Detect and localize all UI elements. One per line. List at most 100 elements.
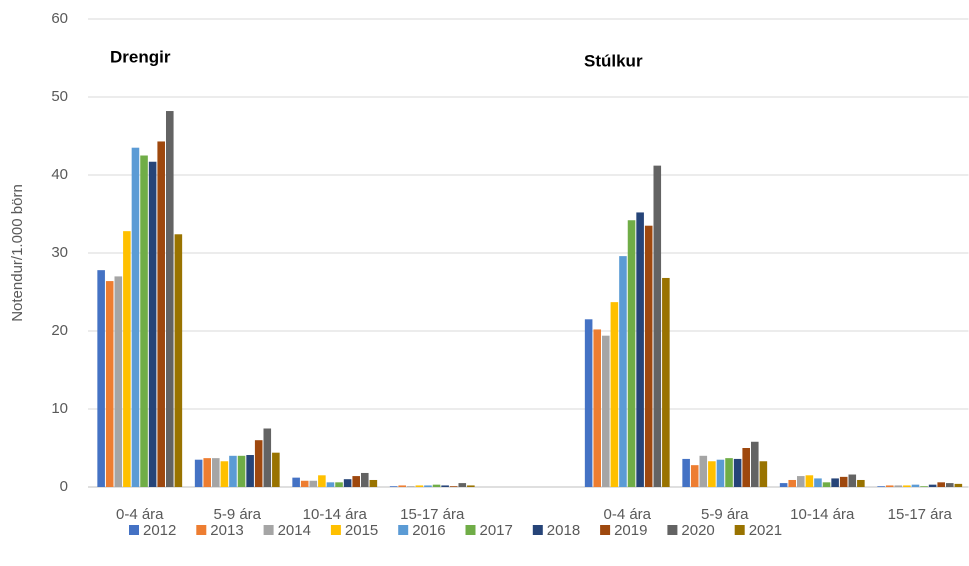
legend-label: 2021 — [749, 522, 782, 539]
bar — [272, 452, 280, 487]
bar — [797, 476, 805, 487]
y-tick-label: 10 — [51, 400, 68, 417]
x-tick-label: 0-4 ára — [116, 506, 164, 523]
x-tick-label: 15-17 ára — [888, 506, 953, 523]
legend-label: 2020 — [681, 522, 714, 539]
legend-label: 2019 — [614, 522, 647, 539]
bar — [246, 455, 254, 487]
bar — [441, 485, 449, 487]
bar — [105, 281, 114, 487]
bar — [584, 319, 593, 487]
bar — [708, 461, 716, 487]
bar — [690, 465, 699, 487]
bar — [610, 302, 619, 487]
bar — [911, 484, 920, 487]
legend-label: 2015 — [345, 522, 378, 539]
bar — [937, 482, 945, 487]
bar — [424, 485, 432, 487]
legend-swatch — [398, 525, 409, 535]
bar — [229, 455, 237, 487]
x-tick-label: 5-9 ára — [213, 506, 261, 523]
y-tick-label: 60 — [51, 10, 68, 27]
bar — [449, 486, 458, 487]
bar — [644, 225, 653, 487]
bar — [805, 475, 814, 487]
bar — [254, 440, 263, 487]
bar — [360, 472, 369, 487]
bar — [954, 483, 963, 487]
bar — [415, 485, 424, 487]
bar — [263, 428, 272, 487]
bar — [619, 256, 627, 487]
bar — [788, 479, 797, 487]
y-tick-label: 0 — [60, 478, 68, 495]
legend-swatch — [196, 525, 207, 535]
bar — [114, 276, 123, 487]
bar — [389, 486, 398, 487]
x-tick-label: 10-14 ára — [303, 506, 368, 523]
bar — [662, 277, 670, 487]
bar — [220, 461, 229, 487]
annotation: Stúlkur — [584, 51, 643, 70]
bar — [822, 482, 831, 487]
legend-swatch — [129, 525, 139, 535]
bar — [292, 477, 300, 487]
y-tick-label: 40 — [51, 166, 68, 183]
bar — [716, 459, 725, 487]
bar — [174, 234, 183, 487]
legend-swatch — [667, 525, 678, 535]
y-axis-label: Notendur/1.000 börn — [9, 184, 26, 322]
x-tick-label: 10-14 ára — [790, 506, 855, 523]
bar — [369, 479, 378, 487]
legend-swatch — [600, 525, 611, 535]
legend-swatch — [532, 525, 543, 535]
bar — [928, 484, 937, 487]
bar — [467, 485, 475, 487]
bar — [343, 479, 352, 487]
bar — [627, 220, 636, 488]
bar — [682, 458, 690, 487]
legend-label: 2018 — [547, 522, 580, 539]
bar — [831, 478, 839, 487]
bar — [839, 476, 848, 487]
bar — [123, 231, 131, 487]
x-tick-label: 0-4 ára — [603, 506, 651, 523]
bar — [237, 455, 246, 487]
bar — [779, 483, 788, 487]
bar — [300, 480, 309, 487]
y-tick-label: 20 — [51, 322, 68, 339]
bar — [131, 147, 140, 487]
bar — [407, 486, 415, 487]
bar — [593, 329, 602, 487]
legend-swatch — [263, 525, 274, 535]
bar — [157, 141, 165, 487]
bar — [335, 482, 343, 487]
bar — [212, 458, 220, 487]
bar — [432, 484, 441, 487]
y-tick-label: 50 — [51, 88, 68, 105]
bar — [699, 455, 708, 487]
bar — [458, 483, 467, 487]
bar — [398, 485, 407, 487]
legend-label: 2014 — [278, 522, 311, 539]
legend-label: 2016 — [412, 522, 445, 539]
bar — [352, 476, 360, 487]
bar — [857, 479, 865, 487]
bar — [733, 458, 742, 487]
bar — [165, 111, 174, 487]
bar — [945, 483, 954, 487]
bar — [203, 458, 212, 487]
bar — [903, 485, 911, 487]
legend-swatch — [734, 525, 745, 535]
bar — [318, 475, 326, 487]
bar — [759, 461, 768, 487]
bar — [140, 155, 148, 487]
annotation: Drengir — [110, 47, 171, 66]
bar — [742, 448, 750, 487]
bar — [326, 482, 335, 487]
y-tick-label: 30 — [51, 244, 68, 261]
bar — [848, 474, 857, 487]
legend-label: 2012 — [143, 522, 176, 539]
legend-swatch — [330, 525, 341, 535]
